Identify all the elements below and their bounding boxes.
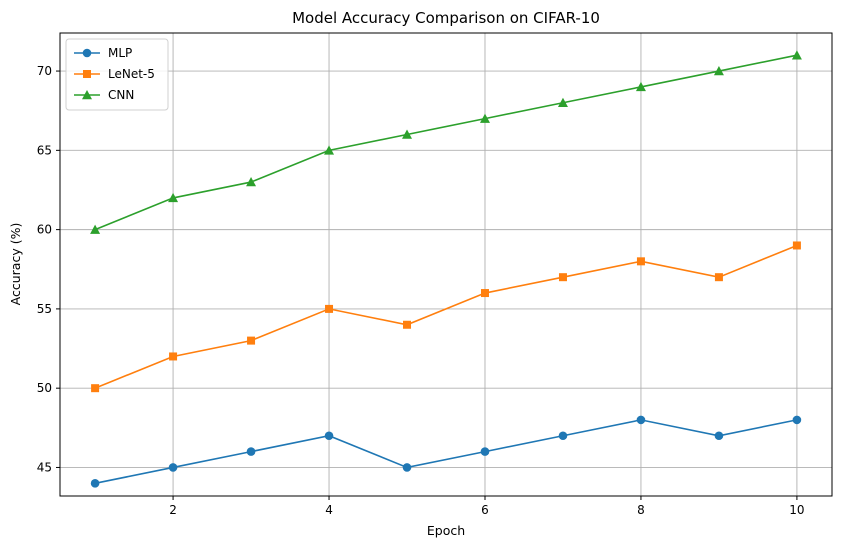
mlp-point (480, 447, 490, 456)
mlp-point (168, 463, 178, 472)
cnn-point (402, 129, 413, 139)
legend-item-mlp: MLP (74, 46, 132, 60)
lenet-5-point (247, 336, 256, 345)
legend: MLP LeNet-5 CNN (65, 38, 169, 111)
x-tick-label: 2 (169, 503, 177, 517)
x-tick-label: 4 (325, 503, 333, 517)
grid-lines (60, 33, 832, 496)
y-tick-label: 45 (37, 460, 52, 474)
series-mlp (90, 415, 802, 488)
cnn-point (246, 177, 257, 187)
mlp-point (792, 415, 802, 425)
lenet-5-point (91, 384, 100, 393)
mlp-point (246, 447, 256, 456)
series-layer (90, 50, 802, 488)
lenet-5-point (480, 289, 489, 298)
plot-frame (59, 32, 833, 497)
legend-box (65, 38, 169, 111)
y-axis-label: Accuracy (%) (8, 223, 23, 306)
x-axis-ticks: 2 4 6 8 10 (169, 496, 805, 517)
x-tick-label: 6 (481, 503, 489, 517)
mlp-point (402, 463, 412, 472)
y-tick-label: 60 (37, 223, 52, 237)
cnn-point (713, 66, 724, 76)
lenet-5-point (792, 241, 801, 250)
chart-title: Model Accuracy Comparison on CIFAR-10 (292, 9, 600, 27)
legend-label: CNN (108, 88, 134, 102)
mlp-line (94, 419, 798, 485)
legend-item-cnn: CNN (74, 88, 134, 102)
lenet-5-point (403, 320, 412, 329)
y-axis-ticks: 45 50 55 60 65 70 (37, 64, 60, 474)
lenet-5-line (94, 244, 798, 389)
mlp-point (714, 431, 724, 441)
x-axis-label: Epoch (427, 523, 465, 538)
cnn-point (791, 50, 802, 60)
lenet-5-point (325, 304, 334, 313)
x-tick-label: 10 (789, 503, 804, 517)
legend-label: MLP (108, 46, 132, 60)
cnn-point (168, 192, 179, 203)
y-tick-label: 50 (37, 381, 52, 395)
y-tick-label: 70 (37, 64, 52, 78)
cnn-point (90, 224, 101, 234)
lenet-5-point (169, 352, 178, 361)
cnn-point (324, 145, 335, 155)
x-tick-label: 8 (637, 503, 645, 517)
mlp-point (636, 415, 646, 425)
mlp-point (324, 431, 334, 441)
legend-item-lenet-5: LeNet-5 (74, 67, 155, 81)
lenet-5-point (714, 273, 723, 282)
lenet-5-point (558, 273, 567, 282)
series-lenet-5 (91, 241, 801, 393)
y-tick-label: 55 (37, 302, 52, 316)
cnn-point (557, 97, 568, 108)
series-cnn (90, 50, 802, 234)
y-tick-label: 65 (37, 143, 52, 157)
legend-marker (82, 90, 92, 100)
cnn-line (94, 54, 798, 231)
legend-marker (82, 48, 92, 58)
mlp-point (558, 431, 568, 441)
mlp-point (90, 479, 100, 488)
legend-label: LeNet-5 (108, 67, 155, 81)
cnn-point (635, 81, 646, 92)
legend-marker (83, 70, 91, 78)
lenet-5-point (636, 257, 645, 266)
cnn-point (479, 113, 490, 123)
